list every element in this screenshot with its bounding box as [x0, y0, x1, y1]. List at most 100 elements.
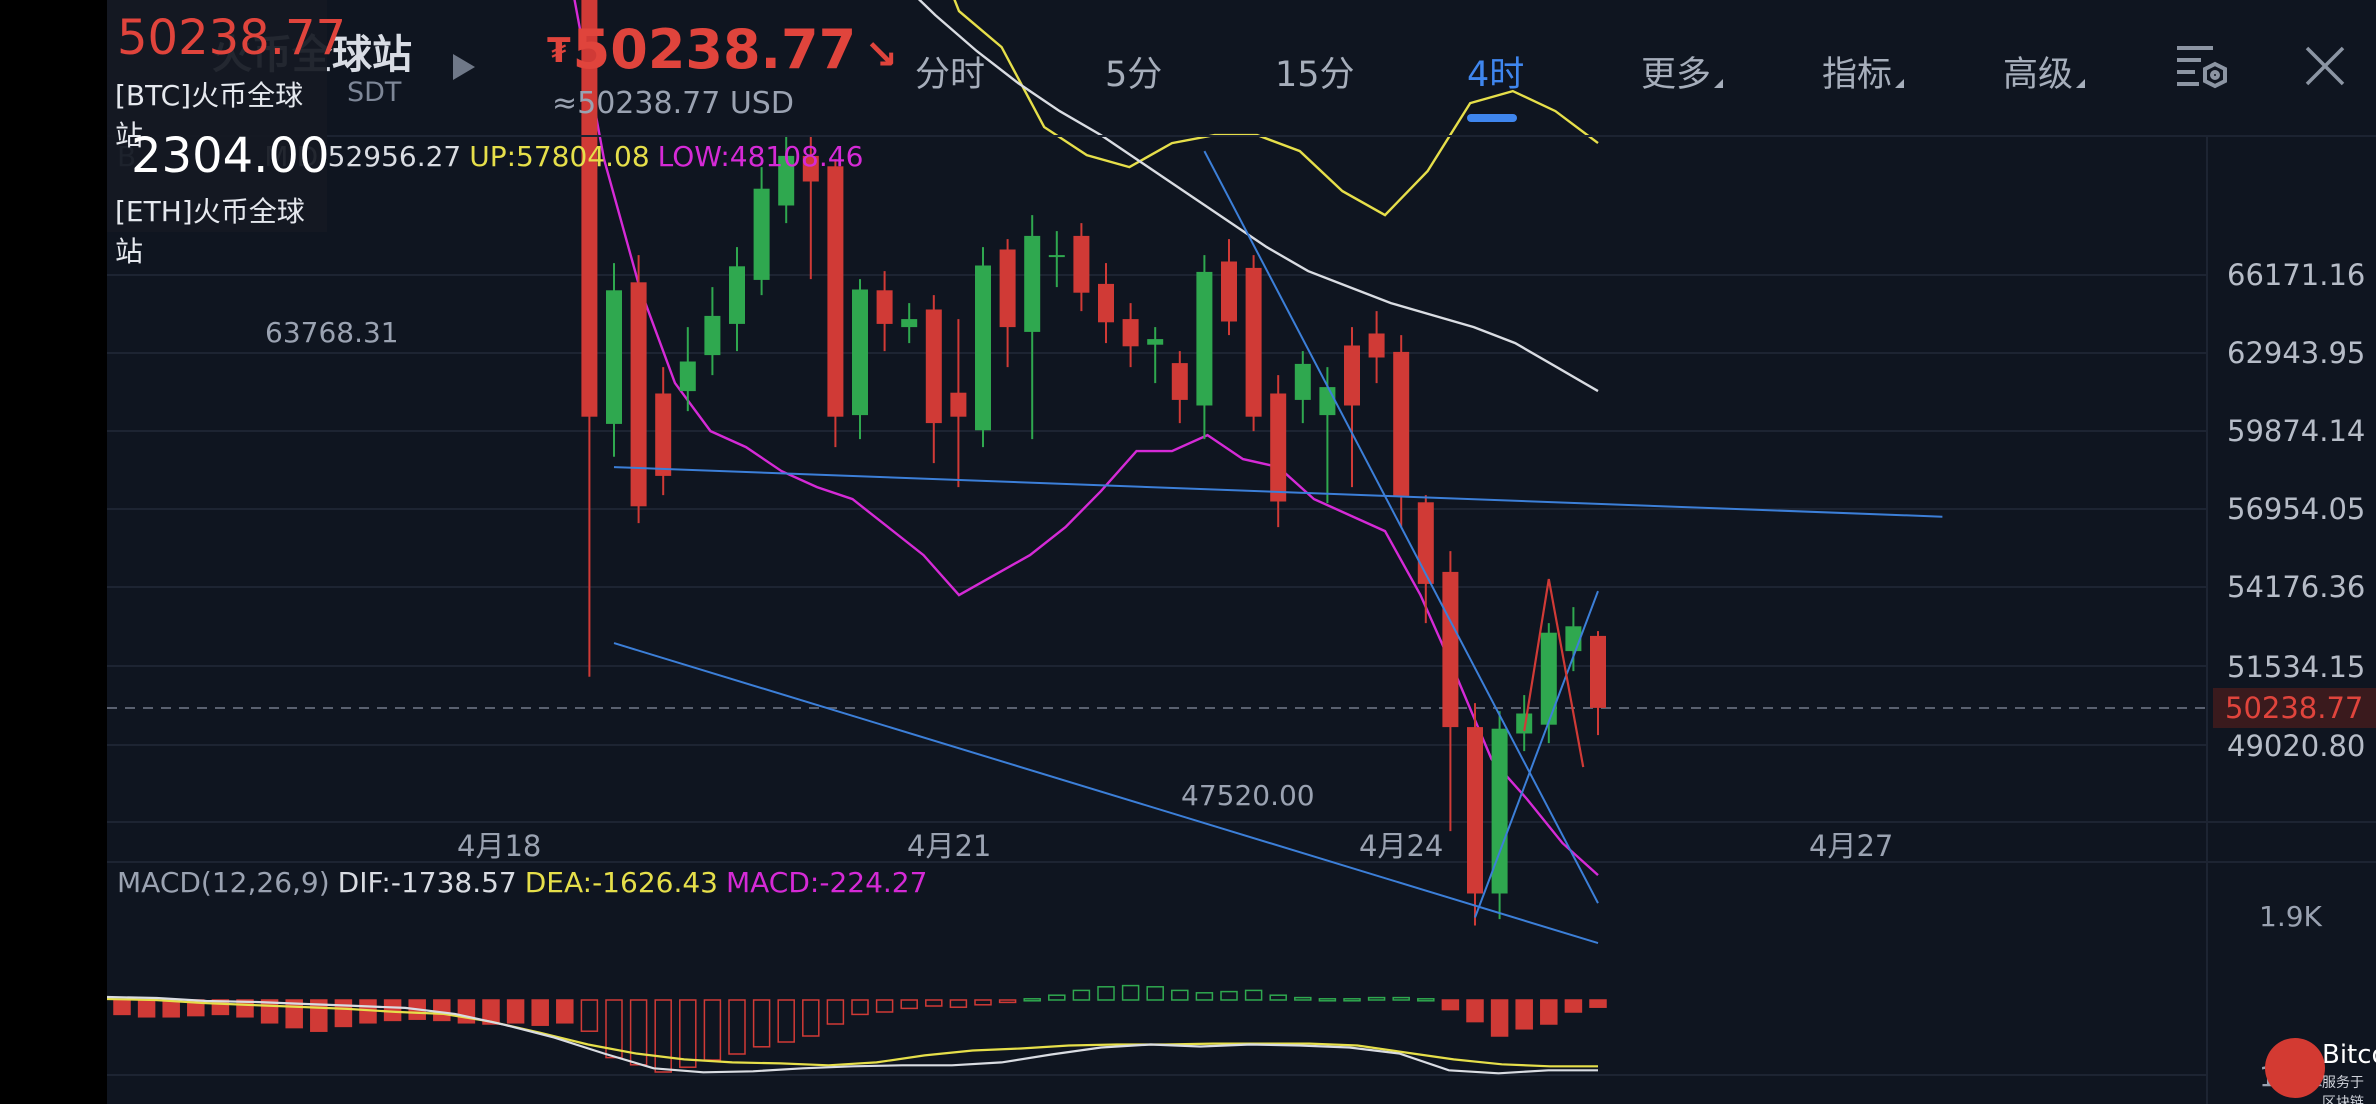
macd-bar	[1490, 999, 1509, 1037]
price-axis-label: 54176.36	[2227, 570, 2366, 604]
macd-bar	[531, 999, 549, 1026]
candle-body	[1368, 333, 1385, 358]
price-axis-label: 56954.05	[2227, 492, 2366, 526]
macd-bar	[728, 999, 746, 1055]
macd-bar	[1466, 999, 1484, 1023]
macd-bar	[1564, 999, 1583, 1013]
tab-more-label: 更多	[1641, 55, 1712, 95]
macd-bar	[334, 999, 353, 1028]
macd-bar	[679, 999, 697, 1068]
trendline	[613, 642, 1599, 945]
tab-4hour[interactable]: 4时	[1467, 55, 1525, 95]
macd-bar	[1195, 992, 1214, 1001]
boll-layer	[573, 0, 1599, 876]
boll-mid-line	[917, 0, 1599, 393]
macd-bar	[1294, 996, 1312, 1001]
macd-bar	[1441, 999, 1460, 1011]
candle-layer	[581, 0, 1606, 926]
tab-more[interactable]: 更多	[1641, 46, 1724, 97]
tab-15min[interactable]: 15分	[1275, 55, 1355, 95]
tab-indicators-label: 指标	[1822, 55, 1893, 95]
macd-bar	[113, 999, 131, 1016]
dropdown-corner-icon	[2076, 79, 2086, 88]
tab-indicators[interactable]: 指标	[1822, 46, 1905, 97]
macd-bar	[580, 999, 599, 1032]
candle-body	[606, 290, 622, 424]
candle-body	[704, 315, 721, 356]
candle-body	[975, 265, 991, 431]
chart-settings-icon[interactable]	[2175, 42, 2231, 94]
macd-bar	[1220, 990, 1238, 1001]
macd-dif: DIF:-1738.57	[337, 866, 517, 899]
left-black-strip	[0, 0, 107, 1104]
candle-body	[999, 249, 1016, 328]
candle-body	[1245, 267, 1262, 417]
boll-low: LOW:48108.46	[657, 140, 864, 173]
macd-label: MACD(12,26,9)	[117, 866, 330, 899]
candle-body	[581, 0, 598, 417]
date-axis-label: 4月27	[1809, 829, 1894, 863]
boll-up-line	[953, 0, 1599, 217]
eth-price: 2304.00	[131, 128, 330, 184]
trendline-layer	[613, 150, 1943, 945]
price-axis-label: 49020.80	[2227, 729, 2366, 763]
candle-body	[679, 361, 696, 392]
macd-bar	[162, 999, 180, 1018]
candle-body	[827, 166, 844, 417]
tether-symbol: ₮	[547, 31, 571, 71]
watermark-subtitle: 服务于区块链及数字货币	[2322, 1075, 2364, 1104]
date-axis-label: 4月21	[907, 829, 992, 863]
last-price-marker: 50238.77	[2213, 688, 2376, 728]
price-down-arrow-icon: ↘	[864, 32, 898, 78]
macd-dea: DEA:-1626.43	[524, 866, 718, 899]
macd-bar	[383, 999, 402, 1022]
tab-timeshare[interactable]: 分时	[915, 55, 986, 95]
macd-bar	[777, 999, 795, 1043]
candle-body	[1073, 235, 1090, 293]
candle-body	[1098, 283, 1114, 323]
top-bar: 火币全球站 SDT ₮50238.77↘ ≈50238.77 USD 分时 5分…	[107, 0, 2376, 137]
macd-bar	[1269, 994, 1287, 1001]
macd-bar	[556, 999, 574, 1024]
price-axis-label: 66171.16	[2227, 258, 2366, 292]
tab-5min[interactable]: 5分	[1105, 55, 1163, 95]
macd-bar	[1097, 986, 1115, 1001]
macd-bar	[1367, 996, 1386, 1001]
macd-bar	[1417, 998, 1435, 1002]
candle-body	[1491, 728, 1508, 894]
chart-canvas[interactable]	[107, 0, 2376, 1104]
macd-axis-label: 1.9K	[2259, 900, 2322, 933]
candle-body	[1147, 339, 1164, 345]
candle-body	[1516, 713, 1533, 734]
macd-bar	[1318, 998, 1337, 1002]
current-price-value: 50238.77	[572, 18, 857, 81]
ticker-overlay[interactable]: 50238.77 [BTC]火币全球站 2304.00 [ETH]火币全球站	[107, 0, 346, 268]
macd-bar	[826, 999, 845, 1025]
btc-price: 50238.77	[117, 10, 347, 66]
macd-bar	[433, 999, 451, 1022]
macd-bar	[1023, 998, 1041, 1002]
trendline	[613, 466, 1943, 518]
candle-body	[1417, 502, 1434, 584]
macd-bar	[974, 999, 992, 1006]
candle-body	[630, 282, 647, 507]
macd-bar	[482, 999, 500, 1025]
boll-up: UP:57804.08	[469, 140, 650, 173]
play-icon[interactable]	[453, 54, 475, 80]
candle-body	[1344, 345, 1360, 406]
tab-advanced[interactable]: 高级	[2003, 46, 2086, 97]
macd-layer	[107, 984, 1607, 1075]
macd-bar	[506, 999, 525, 1024]
macd-bar	[1244, 989, 1263, 1001]
macd-bar	[851, 999, 869, 1016]
candle-body	[802, 155, 819, 182]
price-axis-label: 51534.15	[2227, 650, 2366, 684]
candle-body	[1196, 271, 1213, 406]
candle-body	[1048, 255, 1065, 258]
price-usd: ≈50238.77 USD	[552, 86, 794, 121]
close-icon[interactable]	[2301, 42, 2349, 90]
macd-bar	[802, 999, 820, 1037]
macd-bar	[1048, 994, 1066, 1001]
macd-value: MACD:-224.27	[725, 866, 928, 899]
candle-body	[655, 393, 672, 476]
